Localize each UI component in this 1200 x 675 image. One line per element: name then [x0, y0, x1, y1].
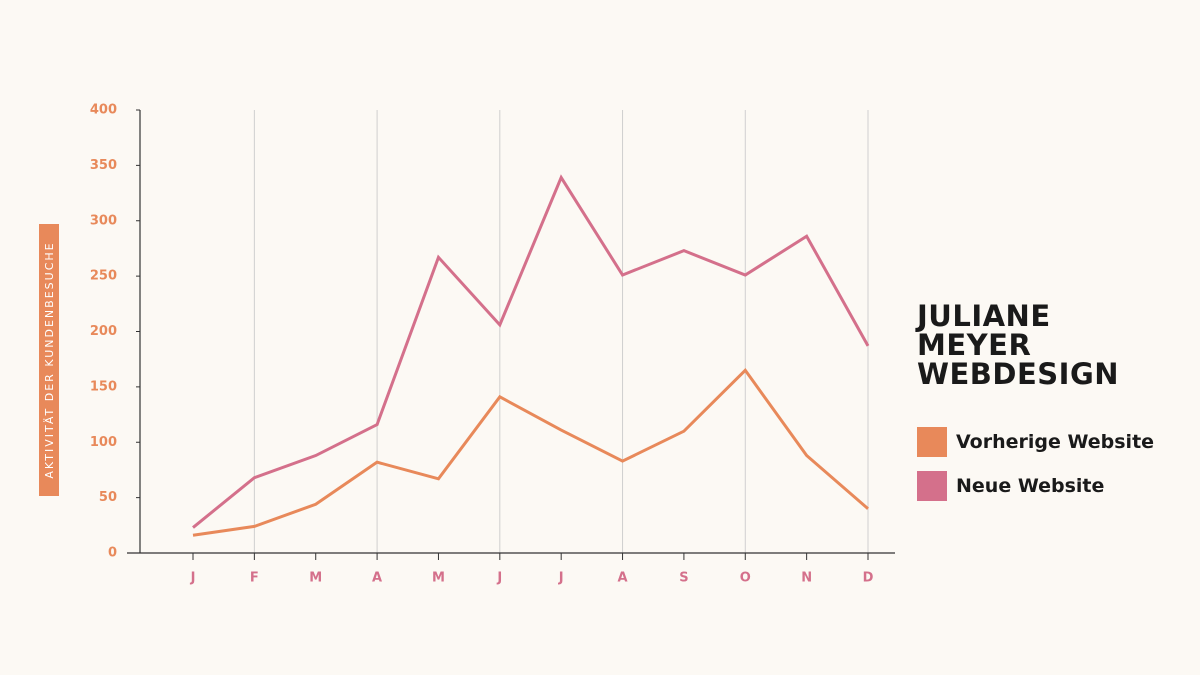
legend-label: Vorherige Website — [956, 431, 1155, 453]
x-tick-label: O — [740, 571, 751, 586]
legend-swatch — [917, 427, 947, 457]
y-axis-label: AKTIVITÄT DER KUNDENBESUCHE — [43, 241, 56, 478]
x-tick-label: N — [801, 571, 812, 586]
x-tick-label: D — [863, 571, 874, 586]
x-tick-label: A — [372, 571, 382, 586]
x-tick-label: S — [679, 571, 688, 586]
y-tick-label: 400 — [90, 103, 117, 118]
legend-swatch — [917, 471, 947, 501]
legend-item: Neue Website — [917, 471, 1104, 501]
legend-label: Neue Website — [956, 475, 1105, 497]
x-tick-label: J — [558, 571, 564, 586]
y-tick-label: 350 — [90, 158, 117, 173]
y-tick-label: 0 — [108, 546, 117, 561]
legend-item: Vorherige Website — [917, 427, 1154, 457]
series-line — [192, 367, 869, 537]
y-tick-label: 100 — [90, 435, 117, 450]
y-tick-label: 250 — [90, 269, 117, 284]
y-tick-label: 300 — [90, 213, 117, 228]
x-tick-label: M — [432, 571, 445, 586]
x-tick-label: J — [496, 571, 502, 586]
x-tick-label: F — [250, 571, 259, 586]
x-tick-label: A — [618, 571, 628, 586]
y-axis-label-box: AKTIVITÄT DER KUNDENBESUCHE — [39, 224, 59, 496]
x-tick-label: M — [309, 571, 322, 586]
series-line — [192, 174, 870, 529]
chart-title: JULIANE MEYER WEBDESIGN — [917, 299, 1120, 391]
x-tick-label: J — [190, 571, 196, 586]
label-background — [39, 224, 59, 496]
y-tick-label: 150 — [90, 379, 117, 394]
y-tick-label: 50 — [99, 490, 117, 505]
y-tick-label: 200 — [90, 324, 117, 339]
